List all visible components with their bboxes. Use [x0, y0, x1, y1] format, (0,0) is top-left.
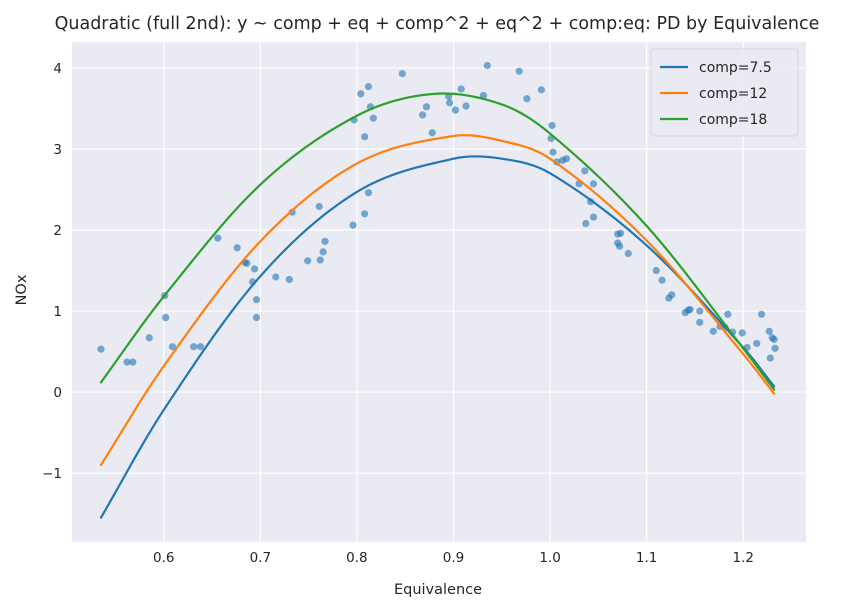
scatter-point — [145, 334, 153, 342]
scatter-point — [696, 307, 704, 315]
scatter-point — [214, 234, 222, 242]
scatter-point — [589, 213, 598, 221]
scatter-point — [537, 86, 545, 94]
scatter-point — [123, 358, 131, 366]
scatter-point — [422, 103, 431, 111]
scatter-point — [766, 354, 774, 362]
legend-label: comp=7.5 — [699, 60, 772, 76]
series-line — [99, 134, 776, 467]
scatter-point — [523, 95, 531, 103]
scatter-point — [582, 219, 590, 228]
scatter-point — [162, 313, 170, 322]
scatter-point — [418, 111, 427, 119]
x-tick-label: 0.9 — [443, 550, 464, 566]
scatter-point — [771, 344, 779, 352]
scatter-point — [243, 259, 251, 267]
x-tick-label: 1.1 — [636, 550, 657, 566]
scatter-point — [129, 358, 137, 366]
x-tick-label: 0.8 — [346, 550, 367, 566]
x-tick-labels: 0.6 0.7 0.8 0.9 1.0 1.1 1.2 — [153, 550, 754, 566]
scatter-point — [250, 265, 259, 273]
scatter-point — [316, 256, 324, 264]
scatter-point — [304, 257, 312, 265]
scatter-point — [652, 266, 660, 275]
scatter-point — [753, 339, 761, 348]
scatter-point — [770, 335, 778, 344]
scatter-point — [479, 91, 488, 100]
scatter-point — [357, 90, 365, 98]
y-tick-label: −1 — [42, 466, 62, 482]
y-tick-label: 2 — [53, 223, 62, 239]
scatter-point — [319, 248, 327, 256]
scatter-point — [765, 327, 773, 335]
scatter-point — [548, 121, 556, 130]
x-axis-label: Equivalence — [394, 582, 482, 598]
y-tick-label: 4 — [53, 61, 62, 77]
scatter-point — [233, 244, 241, 252]
scatter-point — [168, 343, 177, 351]
x-tick-label: 1.2 — [732, 550, 753, 566]
scatter-point — [668, 291, 676, 299]
scatter-point — [457, 85, 465, 93]
scatter-point — [361, 133, 369, 141]
scatter-point — [272, 273, 280, 281]
scatter-point — [398, 70, 406, 78]
x-tick-label: 1.0 — [539, 550, 560, 566]
legend-label: comp=18 — [699, 112, 767, 128]
scatter-point — [738, 329, 746, 337]
scatter-point — [252, 313, 261, 322]
x-tick-label: 0.6 — [153, 550, 174, 566]
scatter-point — [97, 345, 105, 353]
y-tick-label: 3 — [53, 142, 62, 158]
series-line — [99, 92, 776, 391]
scatter-point — [581, 167, 589, 175]
scatter-point — [709, 327, 717, 335]
scatter-point — [624, 249, 632, 258]
scatter-point — [428, 129, 436, 137]
scatter-point — [658, 276, 666, 284]
scatter-point — [483, 61, 491, 70]
scatter-layer — [97, 61, 779, 366]
scatter-point — [549, 148, 557, 156]
scatter-point — [616, 229, 625, 237]
y-tick-label: 0 — [53, 385, 62, 401]
scatter-point — [288, 208, 296, 216]
legend: comp=7.5 comp=12 comp=18 — [650, 48, 799, 137]
legend-label: comp=12 — [699, 86, 767, 102]
x-tick-label: 0.7 — [250, 550, 271, 566]
y-tick-label: 1 — [53, 304, 62, 320]
scatter-point — [364, 82, 373, 91]
y-axis-label: NOx — [14, 274, 30, 305]
scatter-point — [451, 106, 460, 114]
scatter-point — [446, 99, 454, 107]
scatter-point — [757, 310, 766, 318]
scatter-point — [369, 114, 377, 122]
scatter-point — [364, 189, 373, 197]
scatter-point — [321, 237, 329, 245]
scatter-point — [616, 242, 624, 250]
scatter-point — [562, 155, 571, 163]
scatter-point — [724, 310, 732, 318]
scatter-point — [462, 102, 470, 110]
series-line — [99, 155, 776, 519]
scatter-point — [252, 296, 261, 304]
scatter-point — [696, 318, 704, 326]
scatter-point — [589, 180, 598, 188]
scatter-point — [349, 221, 357, 229]
scatter-point — [315, 202, 323, 211]
y-tick-labels: −1 0 1 2 3 4 — [42, 61, 62, 482]
scatter-point — [196, 343, 205, 351]
scatter-point — [285, 275, 293, 284]
scatter-point — [686, 305, 694, 314]
scatter-point — [361, 210, 369, 218]
curve-layer — [99, 92, 776, 519]
scatter-point — [190, 343, 198, 351]
chart-title: Quadratic (full 2nd): y ~ comp + eq + co… — [55, 14, 820, 34]
scatter-point — [515, 67, 523, 75]
legend-box — [650, 48, 799, 137]
